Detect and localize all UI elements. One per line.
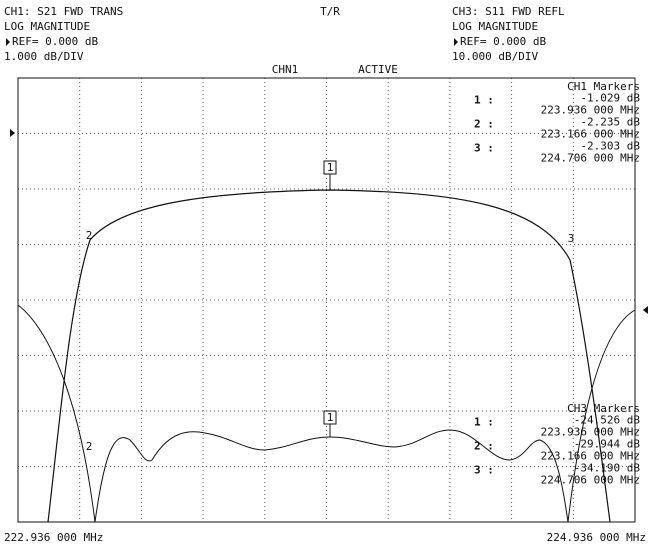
marker-value: -2.303 dB	[580, 140, 640, 153]
header-text: CH1: S21 FWD TRANS	[4, 5, 123, 18]
marker-freq: 224.706 000 MHz	[541, 474, 640, 487]
marker-number: 2 :	[474, 118, 494, 131]
marker-label: 1	[327, 411, 334, 424]
marker-table-title: CH3 Markers	[567, 402, 640, 415]
marker-value: -29.944 dB	[574, 438, 641, 451]
header-text: CH3: S11 FWD REFL	[452, 5, 565, 18]
ref-pointer-ch1	[10, 129, 15, 137]
status-text: ACTIVE	[358, 63, 398, 76]
marker-number: 3 :	[474, 142, 494, 155]
header-left: CH1: S21 FWD TRANS LOG MAGNITUDE REF= 0.…	[4, 5, 123, 63]
ref-arrow	[6, 38, 10, 46]
marker-freq: 223.166 000 MHz	[541, 450, 640, 463]
marker-value: -24.526 dB	[574, 414, 641, 427]
ref-pointer-ch3	[643, 306, 648, 314]
marker-number: 3 :	[474, 464, 494, 477]
header-text: REF= 0.000 dB	[12, 35, 98, 48]
header-text: REF= 0.000 dB	[460, 35, 546, 48]
marker-value: -1.029 dB	[580, 92, 640, 105]
marker-label: 3	[568, 232, 575, 245]
start-freq: 222.936 000 MHz	[4, 531, 103, 544]
s21-trace	[47, 189, 611, 523]
header-text: LOG MAGNITUDE	[452, 20, 538, 33]
ref-arrow	[454, 38, 458, 46]
marker-number: 1 :	[474, 94, 494, 107]
marker-label: 2	[86, 440, 93, 453]
status-text: CHN1	[272, 63, 299, 76]
marker-number: 2 :	[474, 440, 494, 453]
marker-freq: 223.936 000 MHz	[541, 104, 640, 117]
marker-table-title: CH1 Markers	[567, 80, 640, 93]
header-text: 1.000 dB/DIV	[4, 50, 84, 63]
s11-trace	[17, 304, 636, 523]
stop-freq: 224.936 000 MHz	[547, 531, 646, 544]
header-text: 10.000 dB/DIV	[452, 50, 538, 63]
graticule-frame	[17, 77, 636, 523]
marker-label: 2	[86, 229, 93, 242]
marker-label: 1	[327, 161, 334, 174]
marker-number: 1 :	[474, 416, 494, 429]
marker-freq: 223.166 000 MHz	[541, 128, 640, 141]
marker-value: -2.235 dB	[580, 116, 640, 129]
header-text: LOG MAGNITUDE	[4, 20, 90, 33]
marker-freq: 223.936 000 MHz	[541, 426, 640, 439]
marker-freq: 224.706 000 MHz	[541, 152, 640, 165]
header-center: T/R	[320, 5, 340, 18]
marker-value: -34.190 dB	[574, 462, 641, 475]
header-right: CH3: S11 FWD REFL LOG MAGNITUDE REF= 0.0…	[452, 5, 565, 63]
